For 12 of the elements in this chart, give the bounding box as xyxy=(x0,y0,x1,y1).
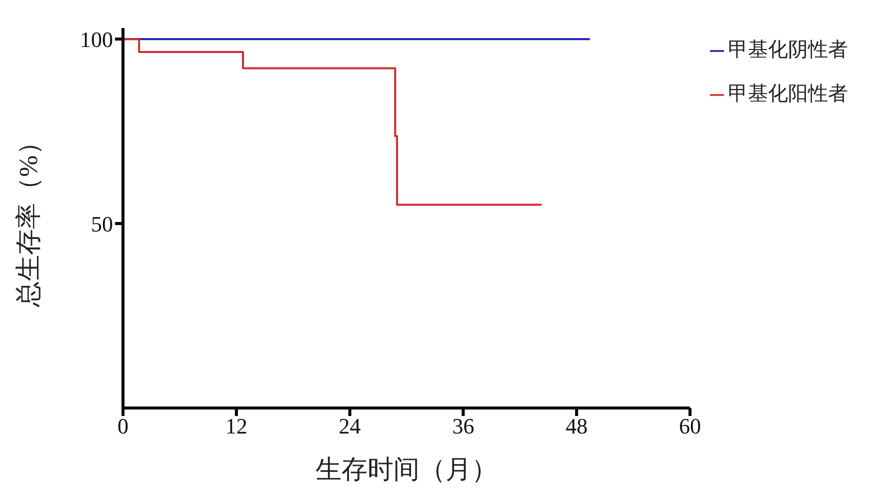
legend-label: 甲基化阴性者 xyxy=(728,39,848,61)
x-tick-label: 36 xyxy=(452,414,474,439)
x-axis-title: 生存时间（月） xyxy=(316,455,498,484)
y-axis-title: 总生存率（%） xyxy=(14,129,44,308)
y-tick-label: 100 xyxy=(80,26,113,52)
x-tick-label: 12 xyxy=(225,414,248,439)
x-tick-label: 60 xyxy=(679,414,701,439)
x-tick-label: 0 xyxy=(118,414,128,439)
x-tick-label: 48 xyxy=(566,414,588,439)
legend-label: 甲基化阳性者 xyxy=(728,83,848,105)
x-tick-label: 24 xyxy=(338,414,361,439)
y-tick-label: 50 xyxy=(91,211,113,236)
